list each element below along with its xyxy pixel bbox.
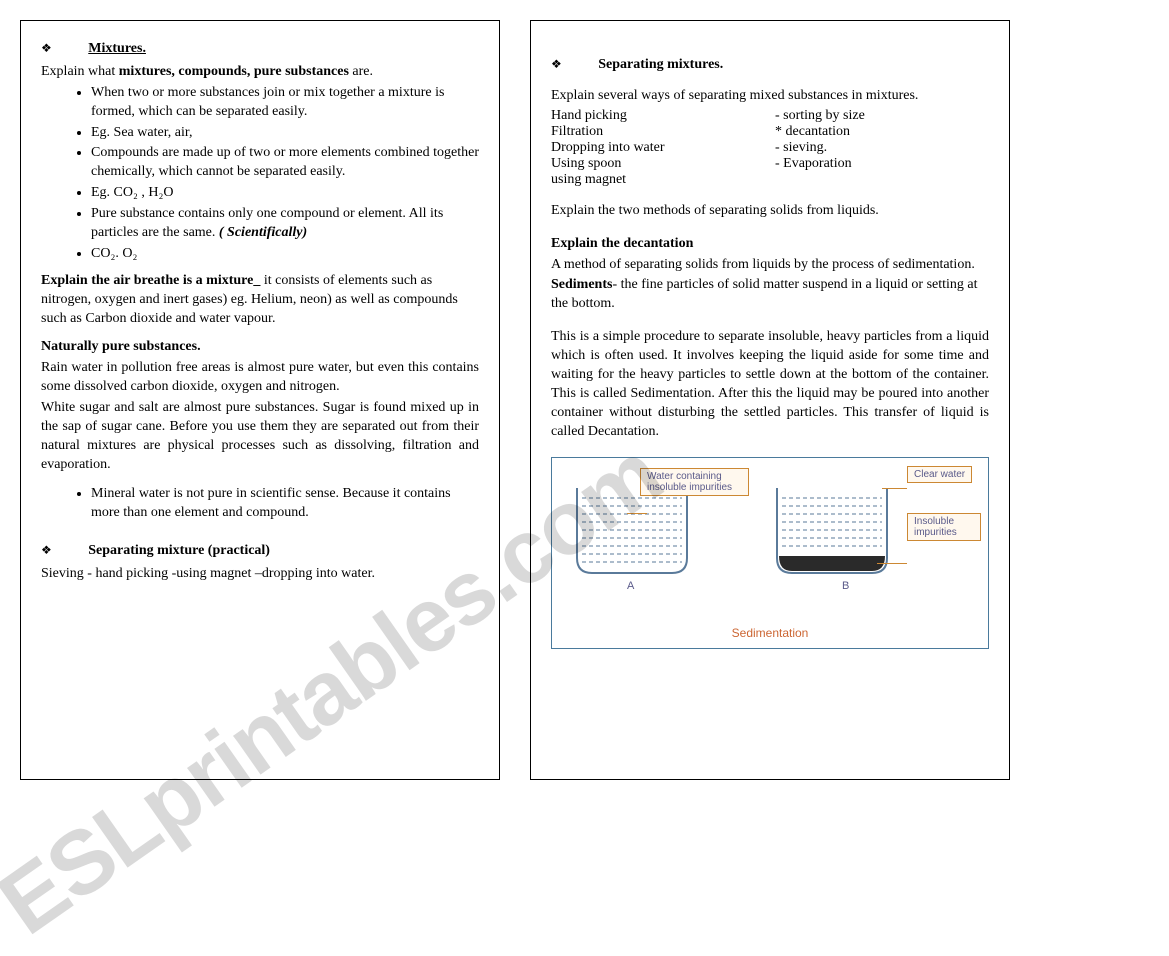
bullet-item: Compounds are made up of two or more ele…	[91, 144, 479, 182]
method-left: Filtration	[551, 124, 765, 140]
air-paragraph: Explain the air breathe is a mixture_ it…	[41, 272, 479, 329]
sedimentation-caption: Sedimentation	[552, 626, 988, 640]
label-line-b2	[877, 563, 907, 564]
decant-heading: Explain the decantation	[551, 235, 989, 254]
natural-p1: Rain water in pollution free areas is al…	[41, 359, 479, 397]
bullet-suffix: ( Scientifically)	[215, 225, 307, 240]
procedure-text: This is a simple procedure to separate i…	[551, 328, 989, 441]
method-right: - Evaporation	[775, 156, 989, 172]
sedimentation-diagram: Water containing insoluble impurities A	[551, 457, 989, 649]
natural-p2: White sugar and salt are almost pure sub…	[41, 399, 479, 475]
method-left: Using spoon	[551, 156, 765, 172]
mixtures-heading: ❖ Mixtures.	[41, 40, 479, 59]
mixtures-title: Mixtures.	[88, 41, 146, 56]
mineral-bullets: Mineral water is not pure in scientific …	[41, 485, 479, 523]
practical-text: Sieving - hand picking -using magnet –dr…	[41, 565, 479, 584]
practical-title: Separating mixture (practical)	[88, 543, 270, 558]
label-a: Water containing insoluble impurities	[640, 468, 749, 496]
method-right: - sorting by size	[775, 108, 989, 124]
intro-text: Explain what	[41, 64, 115, 79]
label-b2: Insoluble impurities	[907, 513, 981, 541]
bullet-item: Eg. Sea water, air,	[91, 124, 479, 143]
decant-text: A method of separating solids from liqui…	[551, 256, 989, 275]
method-right: - sieving.	[775, 140, 989, 156]
sediments-line: Sediments- the fine particles of solid m…	[551, 276, 989, 314]
methods-grid: Hand picking - sorting by size Filtratio…	[551, 108, 989, 188]
natural-heading-text: Naturally pure substances.	[41, 339, 201, 354]
bullet-item: Pure substance contains only one compoun…	[91, 205, 479, 243]
right-page: ❖ Separating mixtures. Explain several w…	[530, 20, 1010, 780]
diamond-bullet-icon: ❖	[551, 56, 562, 72]
mixtures-intro: Explain what mixtures, compounds, pure s…	[41, 63, 479, 82]
left-page: ❖ Mixtures. Explain what mixtures, compo…	[20, 20, 500, 780]
intro-bold: mixtures, compounds, pure substances	[115, 64, 352, 79]
method-left: Hand picking	[551, 108, 765, 124]
bullet-item: Eg. CO₂ , H₂O	[91, 184, 479, 203]
beaker-b-letter: B	[842, 580, 849, 592]
diamond-bullet-icon: ❖	[41, 40, 52, 56]
separating-intro: Explain several ways of separating mixed…	[551, 87, 989, 106]
practical-heading: ❖ Separating mixture (practical)	[41, 542, 479, 561]
label-line-a	[627, 513, 647, 514]
natural-heading: Naturally pure substances.	[41, 338, 479, 357]
decant-heading-text: Explain the decantation	[551, 236, 693, 251]
method-right	[775, 172, 989, 188]
sediments-label: Sediments	[551, 277, 612, 292]
pages-container: ❖ Mixtures. Explain what mixtures, compo…	[20, 20, 1149, 780]
bullet-item: CO₂. O₂	[91, 245, 479, 264]
label-line-b1	[882, 488, 907, 489]
sediments-text: - the fine particles of solid matter sus…	[551, 277, 978, 311]
separating-title: Separating mixtures.	[598, 57, 723, 72]
intro-end: are.	[352, 64, 373, 79]
method-left: Dropping into water	[551, 140, 765, 156]
method-left: using magnet	[551, 172, 765, 188]
mixtures-bullets: When two or more substances join or mix …	[41, 84, 479, 264]
bullet-item: When two or more substances join or mix …	[91, 84, 479, 122]
mineral-bullet: Mineral water is not pure in scientific …	[91, 485, 479, 523]
diamond-bullet-icon: ❖	[41, 542, 52, 558]
beaker-a-letter: A	[627, 580, 634, 592]
explain-two: Explain the two methods of separating so…	[551, 202, 989, 221]
air-heading: Explain the air breathe is a mixture_	[41, 273, 260, 288]
separating-heading: ❖ Separating mixtures.	[551, 56, 989, 75]
method-right: * decantation	[775, 124, 989, 140]
label-b1: Clear water	[907, 466, 972, 483]
